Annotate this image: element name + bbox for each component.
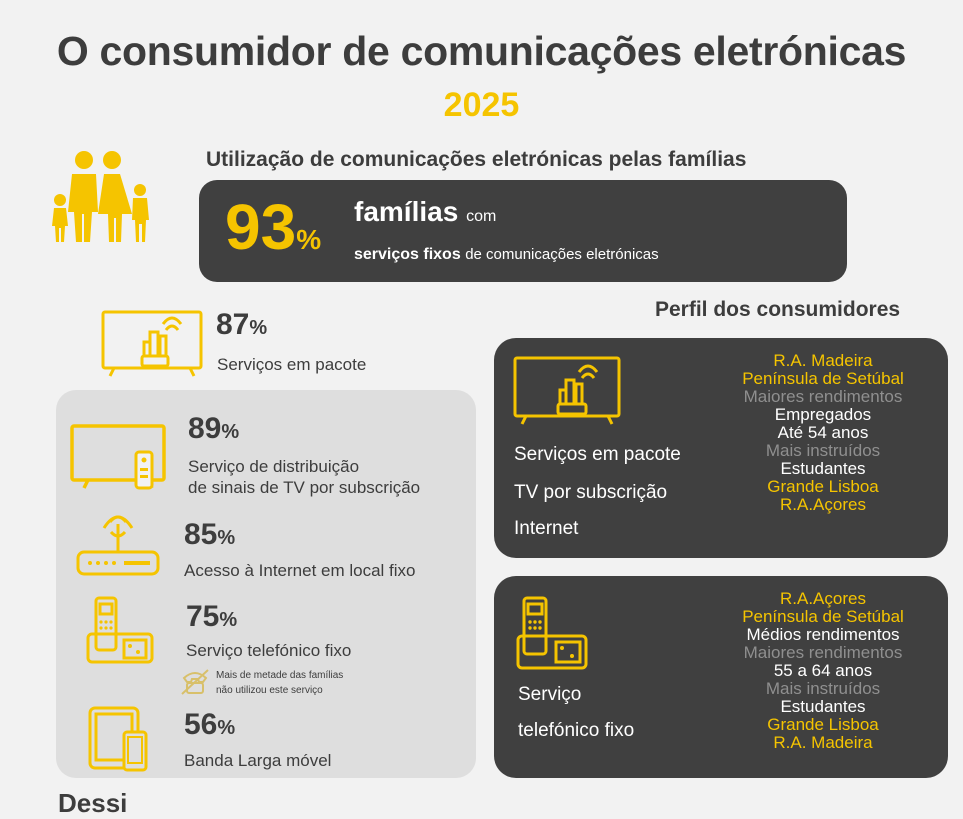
next-section-heading: Dessi: [58, 788, 128, 818]
bundle-box-label-3: Internet: [514, 518, 579, 539]
phone-profile-item: R.A.Açores: [780, 589, 866, 608]
mobile-percentage: 56%: [184, 708, 235, 742]
internet-percentage: 85%: [184, 518, 235, 552]
mobile-pct: %: [217, 717, 236, 739]
tv-label: Serviço de distribuição de sinais de TV …: [188, 456, 420, 498]
families-value: 93: [225, 191, 297, 263]
phone-percentage: 75%: [186, 600, 237, 634]
phone-profile-box: Serviço telefónico fixo R.A.Açores Peníns…: [494, 576, 948, 778]
internet-value: 85: [184, 518, 218, 551]
bundle-profile-item: Mais instruídos: [765, 441, 881, 460]
bundle-pct: %: [249, 317, 268, 339]
bundle-profile-item: Península de Setúbal: [742, 369, 904, 388]
bundle-percentage: 87%: [216, 308, 267, 342]
families-pct: %: [296, 224, 322, 255]
bundle-box-label-1: Serviços em pacote: [514, 444, 681, 465]
tv-pct: %: [221, 421, 240, 443]
families-banner: 93% famílias com serviços fixos de comun…: [199, 180, 847, 282]
families-word: famílias: [354, 196, 459, 227]
internet-label: Acesso à Internet em local fixo: [184, 561, 416, 580]
fixed-services-label: serviços fixos de comunicações eletrónic…: [354, 246, 659, 264]
phone-profile-item: 55 a 64 anos: [773, 661, 873, 680]
phone-profile-item: Médios rendimentos: [746, 625, 900, 644]
phone-box-label-1: Serviço: [518, 684, 582, 705]
mobile-label: Banda Larga móvel: [184, 751, 332, 770]
fixed-services-bold: serviços fixos: [354, 246, 461, 263]
bundle-profile-box: Serviços em pacote TV por subscrição Int…: [494, 338, 948, 558]
tv-remote-icon: [68, 422, 168, 492]
bundle-profile-item: R.A. Madeira: [773, 351, 873, 370]
mobile-value: 56: [184, 708, 218, 741]
tv-value: 89: [188, 412, 222, 445]
tv-label-line1: Serviço de distribuição: [188, 457, 360, 476]
phone-profile-list: R.A.Açores Península de Setúbal Médios ren…: [710, 590, 936, 752]
cordless-phone-profile-icon: [516, 596, 590, 672]
bundle-profile-item: R.A.Açores: [780, 495, 866, 514]
phone-value: 75: [186, 600, 220, 633]
tv-label-line2: de sinais de TV por subscrição: [188, 478, 421, 497]
tv-router-icon: [100, 308, 204, 380]
bundle-profile-item: Estudantes: [780, 459, 866, 478]
bundle-box-label-2: TV por subscrição: [514, 482, 668, 503]
families-percentage: 93%: [225, 190, 321, 264]
internet-pct: %: [217, 527, 236, 549]
phone-note-line1: Mais de metade das famílias: [216, 670, 344, 681]
phone-pct: %: [219, 609, 238, 631]
tablet-phone-icon: [88, 706, 152, 772]
no-phone-icon: [180, 668, 210, 696]
phone-box-label-2: telefónico fixo: [518, 720, 635, 741]
phone-profile-item: Maiores rendimentos: [743, 643, 903, 662]
tv-percentage: 89%: [188, 412, 239, 446]
page-title: O consumidor de comunicações eletrónicas: [56, 28, 907, 74]
bundle-profile-item: Empregados: [774, 405, 872, 424]
phone-profile-item: Grande Lisboa: [767, 715, 879, 734]
bundle-value: 87: [216, 308, 250, 341]
year-label: 2025: [443, 86, 520, 124]
section-subtitle: Utilização de comunicações eletrónicas p…: [206, 148, 747, 171]
phone-label: Serviço telefónico fixo: [186, 641, 352, 660]
bundle-profile-item: Maiores rendimentos: [743, 387, 903, 406]
fixed-services-rest: de comunicações eletrónicas: [465, 246, 659, 263]
phone-profile-item: Península de Setúbal: [742, 607, 904, 626]
phone-note-line2: não utilizou este serviço: [216, 685, 323, 696]
phone-note: Mais de metade das famílias não utilizou…: [216, 668, 343, 698]
bundle-profile-item: Grande Lisboa: [767, 477, 879, 496]
phone-profile-item: R.A. Madeira: [773, 733, 873, 752]
cordless-phone-icon: [86, 596, 156, 666]
phone-profile-item: Mais instruídos: [765, 679, 881, 698]
tv-router-profile-icon: [512, 354, 622, 428]
phone-profile-item: Estudantes: [780, 697, 866, 716]
router-icon: [74, 512, 164, 578]
bundle-profile-list: R.A. Madeira Península de Setúbal Maiores …: [710, 352, 936, 514]
bundle-profile-item: Até 54 anos: [777, 423, 869, 442]
family-icon: [50, 150, 150, 246]
profiles-title: Perfil dos consumidores: [655, 298, 901, 321]
families-with: com: [466, 208, 497, 225]
families-label: famílias com: [354, 196, 496, 228]
bundle-label: Serviços em pacote: [217, 355, 367, 374]
